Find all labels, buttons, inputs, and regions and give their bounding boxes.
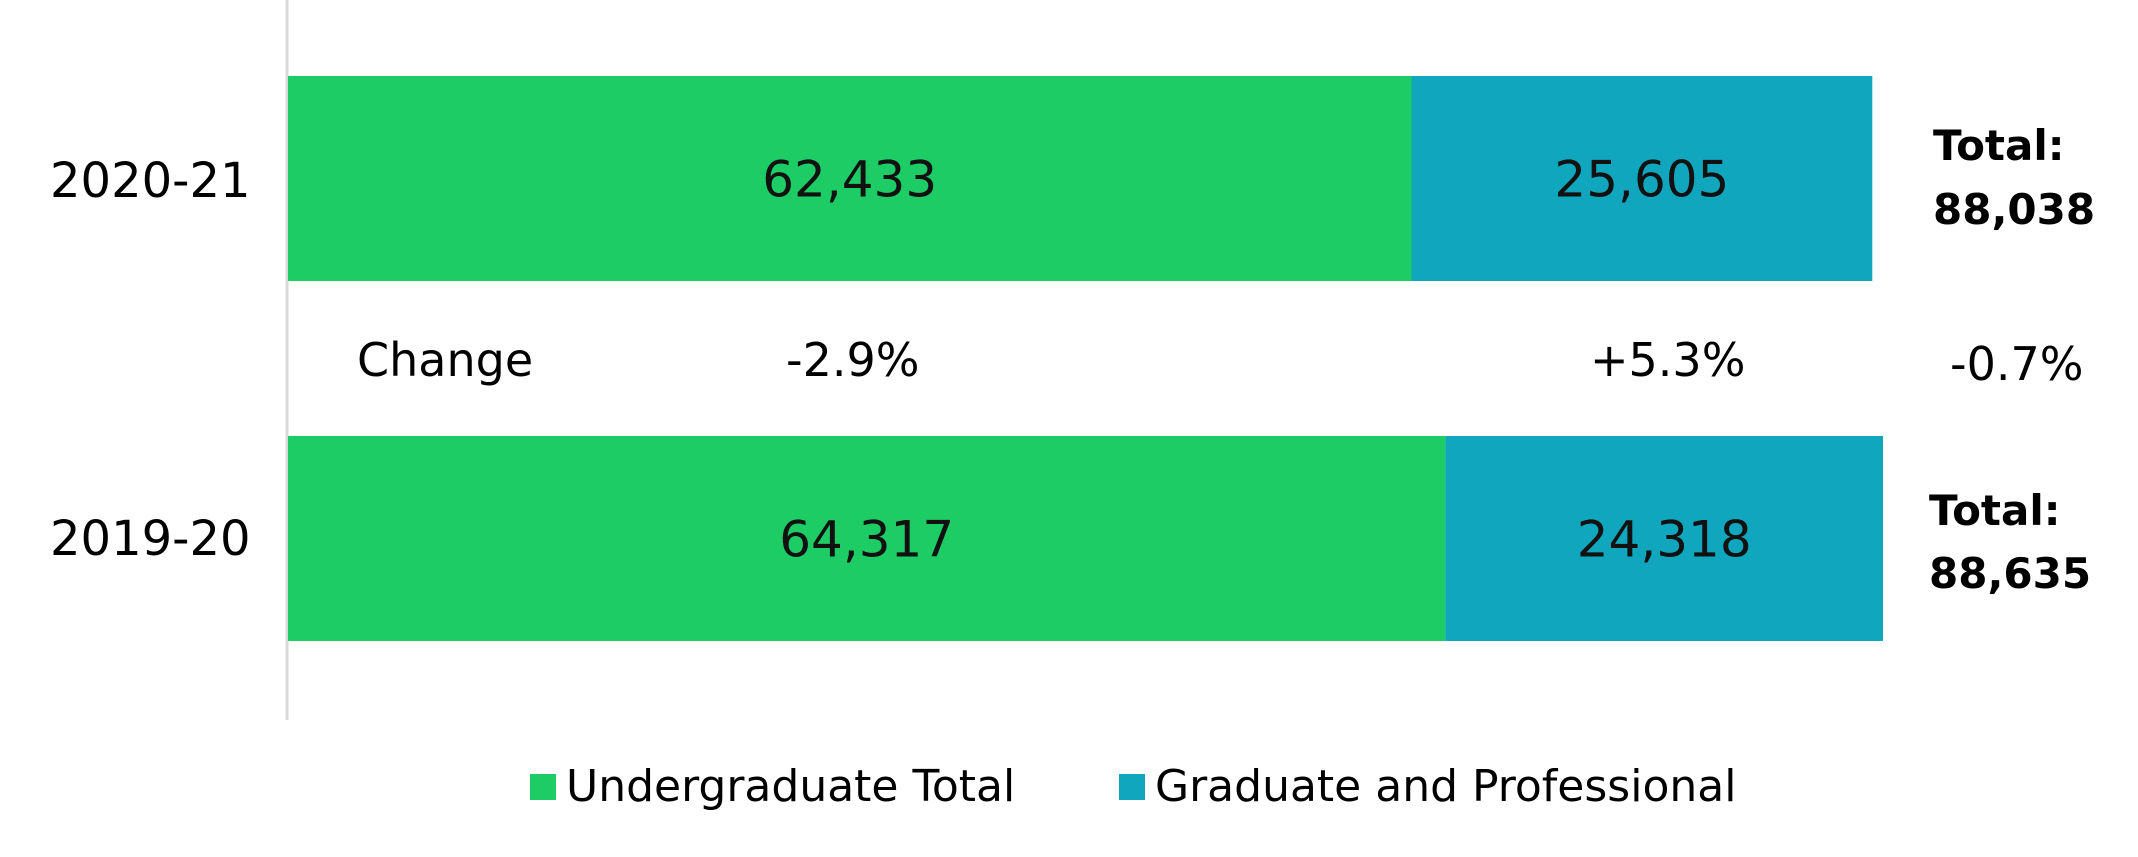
legend-swatch-undergraduate (530, 774, 556, 800)
change-graduate: +5.3% (1590, 333, 1745, 387)
category-label-2019-20: 2019-20 (50, 511, 251, 567)
total-label-2020-21: Total: (1933, 121, 2065, 170)
bar-graduate-2019-20 (1445, 436, 1883, 641)
bar-undergraduate-2020-21 (288, 76, 1412, 281)
total-value-2020-21: 88,038 (1933, 185, 2095, 234)
bar-value-label-graduate-2019-20: 24,318 (1577, 511, 1752, 569)
legend-label-undergraduate: Undergraduate Total (566, 761, 1015, 812)
legend: Undergraduate Total Graduate and Profess… (530, 761, 1736, 812)
total-label-2019-20: Total: (1929, 486, 2061, 535)
legend-label-graduate: Graduate and Professional (1155, 761, 1736, 812)
bar-value-label-graduate-2020-21: 25,605 (1554, 151, 1729, 209)
bars-group (288, 76, 1883, 641)
change-total: -0.7% (1950, 337, 2083, 391)
change-label: Change (357, 333, 533, 387)
bar-value-label-undergraduate-2019-20: 64,317 (779, 511, 954, 569)
bar-labels-group: 62,433 25,605 64,317 24,318 (762, 151, 1751, 569)
total-value-2019-20: 88,635 (1929, 549, 2091, 598)
change-undergraduate: -2.9% (786, 333, 919, 387)
legend-swatch-graduate (1119, 774, 1145, 800)
category-label-2020-21: 2020-21 (50, 153, 251, 209)
bar-graduate-2020-21 (1411, 76, 1873, 281)
bar-value-label-undergraduate-2020-21: 62,433 (762, 151, 937, 209)
bar-undergraduate-2019-20 (288, 436, 1446, 641)
